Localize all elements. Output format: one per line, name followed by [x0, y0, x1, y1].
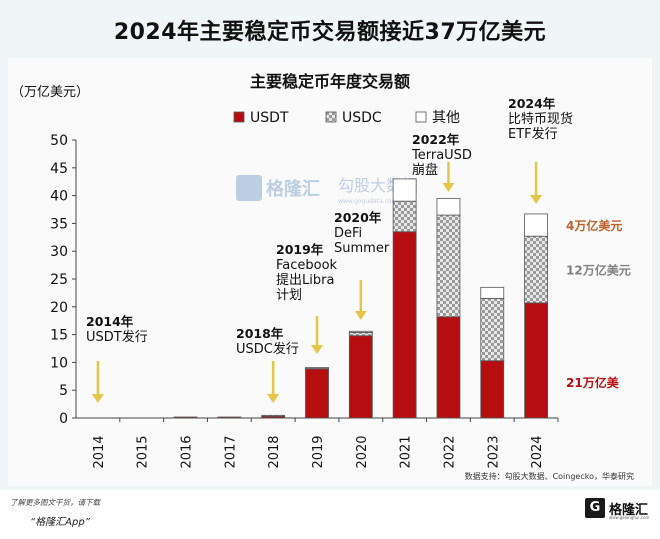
annotation-text-2018: 2018年 [236, 326, 284, 341]
x-tick-label: 2021 [399, 435, 414, 468]
annotation-text-2020: DeFi [334, 226, 362, 241]
y-tick-label: 40 [50, 189, 68, 205]
bar-USDT-2016 [173, 416, 198, 419]
bar-USDT-2023 [480, 360, 505, 419]
annotation-text-2022: 崩盘 [412, 162, 438, 178]
footer-app-name: “格隆汇App” [30, 517, 90, 528]
annotation-text-2019: 计划 [276, 288, 302, 303]
annotation-arrowhead-2022 [442, 183, 455, 192]
y-tick-label: 25 [50, 272, 68, 288]
bar-USDT-2017 [217, 416, 242, 419]
y-tick-label: 50 [50, 133, 68, 149]
x-tick-label: 2015 [136, 435, 151, 468]
annotation-text-2020: 2020年 [334, 210, 382, 225]
annotation-text-2022: 2022年 [412, 132, 460, 147]
watermark-url: www.gogudata.com [338, 198, 398, 205]
annotation-text-2014: USDT发行 [86, 329, 148, 345]
bar-USDT-2020 [348, 335, 373, 419]
brand-logo: G 格隆汇 www.gelonghui.com [585, 498, 651, 520]
source-note: 数据支持：勾股大数据、Coingecko，华泰研究 [464, 472, 634, 481]
bar-USDT-2019 [305, 368, 329, 419]
watermark-brand: 格隆汇 [266, 178, 320, 200]
y-tick-label: 5 [59, 383, 68, 399]
chart-title: 主要稳定币年度交易额 [250, 72, 410, 91]
x-tick-label: 2023 [486, 435, 501, 468]
segment-label: 4万亿美元 [566, 218, 622, 233]
x-tick-label: 2019 [311, 435, 326, 468]
legend-swatch-USDC [325, 111, 337, 123]
page-title: 2024年主要稳定币交易额接近37万亿美元 [113, 20, 547, 45]
annotation-text-2024: 2024年 [508, 96, 556, 111]
x-tick-label: 2024 [530, 435, 545, 468]
annotation-text-2018: USDC发行 [236, 341, 299, 357]
annotation-text-2024: 比特币现货 [508, 111, 573, 127]
annotation-text-2019: 2019年 [276, 242, 324, 257]
annotation-text-2024: ETF发行 [508, 126, 558, 142]
annotation-arrowhead-2020 [354, 311, 367, 320]
annotation-text-2019: 提出Libra [276, 272, 334, 288]
brand-url: www.gelonghui.com [609, 515, 650, 520]
annotation-arrowhead-2019 [311, 345, 323, 354]
footer-note: 了解更多图文干货，请下载 [10, 498, 100, 507]
bar-USDC-2018 [261, 414, 286, 417]
annotation-arrowhead-2014 [91, 394, 104, 403]
annotation-text-2019: Facebook [276, 258, 338, 273]
legend-label-USDT: USDT [250, 110, 289, 126]
x-tick-label: 2016 [180, 435, 195, 468]
bar-USDC-2023 [480, 298, 505, 362]
x-tick-label: 2022 [442, 435, 457, 468]
y-tick-label: 35 [50, 216, 68, 232]
annotation-arrowhead-2018 [267, 394, 280, 403]
watermark-logo-icon [236, 175, 262, 201]
x-tick-label: 2017 [223, 435, 238, 468]
legend: USDT USDC 其他 [233, 110, 460, 126]
bar-USDC-2020 [348, 331, 373, 337]
segment-labels: 4万亿美元 12万亿美元 21万亿美 [566, 218, 631, 390]
bar-USDT-2022 [436, 316, 461, 419]
y-tick-label: 10 [50, 355, 68, 371]
brand-logo-icon: G [585, 498, 605, 518]
bar-USDT-2021 [392, 231, 417, 419]
bar-其他-2024 [524, 213, 548, 237]
watermark: 格隆汇 勾股大数据 www.gogudata.com [236, 175, 418, 205]
bar-USDC-2024 [524, 235, 548, 304]
bar-其他-2020 [348, 330, 373, 333]
annotation-text-2014: 2014年 [86, 314, 134, 329]
x-tick-label: 2014 [92, 435, 107, 468]
y-tick-label: 15 [50, 328, 68, 344]
bar-USDT-2024 [524, 302, 548, 419]
legend-label-USDC: USDC [342, 110, 382, 126]
legend-swatch-其他 [415, 111, 427, 123]
stablecoin-volume-chart: 格隆汇 勾股大数据 www.gogudata.com 主要稳定币年度交易额 （万… [11, 72, 631, 469]
y-tick-label: 20 [50, 300, 68, 316]
brand-name: 格隆汇 [609, 503, 649, 518]
y-tick-label: 30 [50, 244, 68, 260]
segment-label: 12万亿美元 [566, 263, 631, 278]
bar-USDC-2022 [436, 214, 461, 318]
segment-label: 21万亿美 [566, 375, 620, 390]
x-tick-label: 2018 [267, 435, 282, 468]
bar-USDC-2021 [392, 200, 417, 233]
annotation-text-2022: TerraUSD [411, 148, 472, 163]
bars [173, 178, 548, 419]
x-tick-label: 2020 [355, 435, 370, 468]
legend-label-其他: 其他 [432, 110, 460, 126]
y-axis-label: （万亿美元） [11, 85, 89, 100]
y-tick-label: 45 [50, 161, 68, 177]
annotation-arrowhead-2024 [530, 195, 543, 204]
axes: 0 5 10 15 20 25 30 35 40 45 50 2014 2015 2016 2017 2018… [50, 133, 559, 469]
bar-其他-2019 [305, 367, 329, 369]
footer [0, 490, 660, 539]
legend-swatch-USDT [233, 111, 245, 123]
bar-其他-2022 [436, 197, 461, 216]
y-tick-label: 0 [59, 411, 68, 427]
bar-其他-2021 [392, 178, 417, 202]
annotation-text-2020: Summer [334, 241, 390, 256]
bar-其他-2023 [480, 286, 505, 299]
